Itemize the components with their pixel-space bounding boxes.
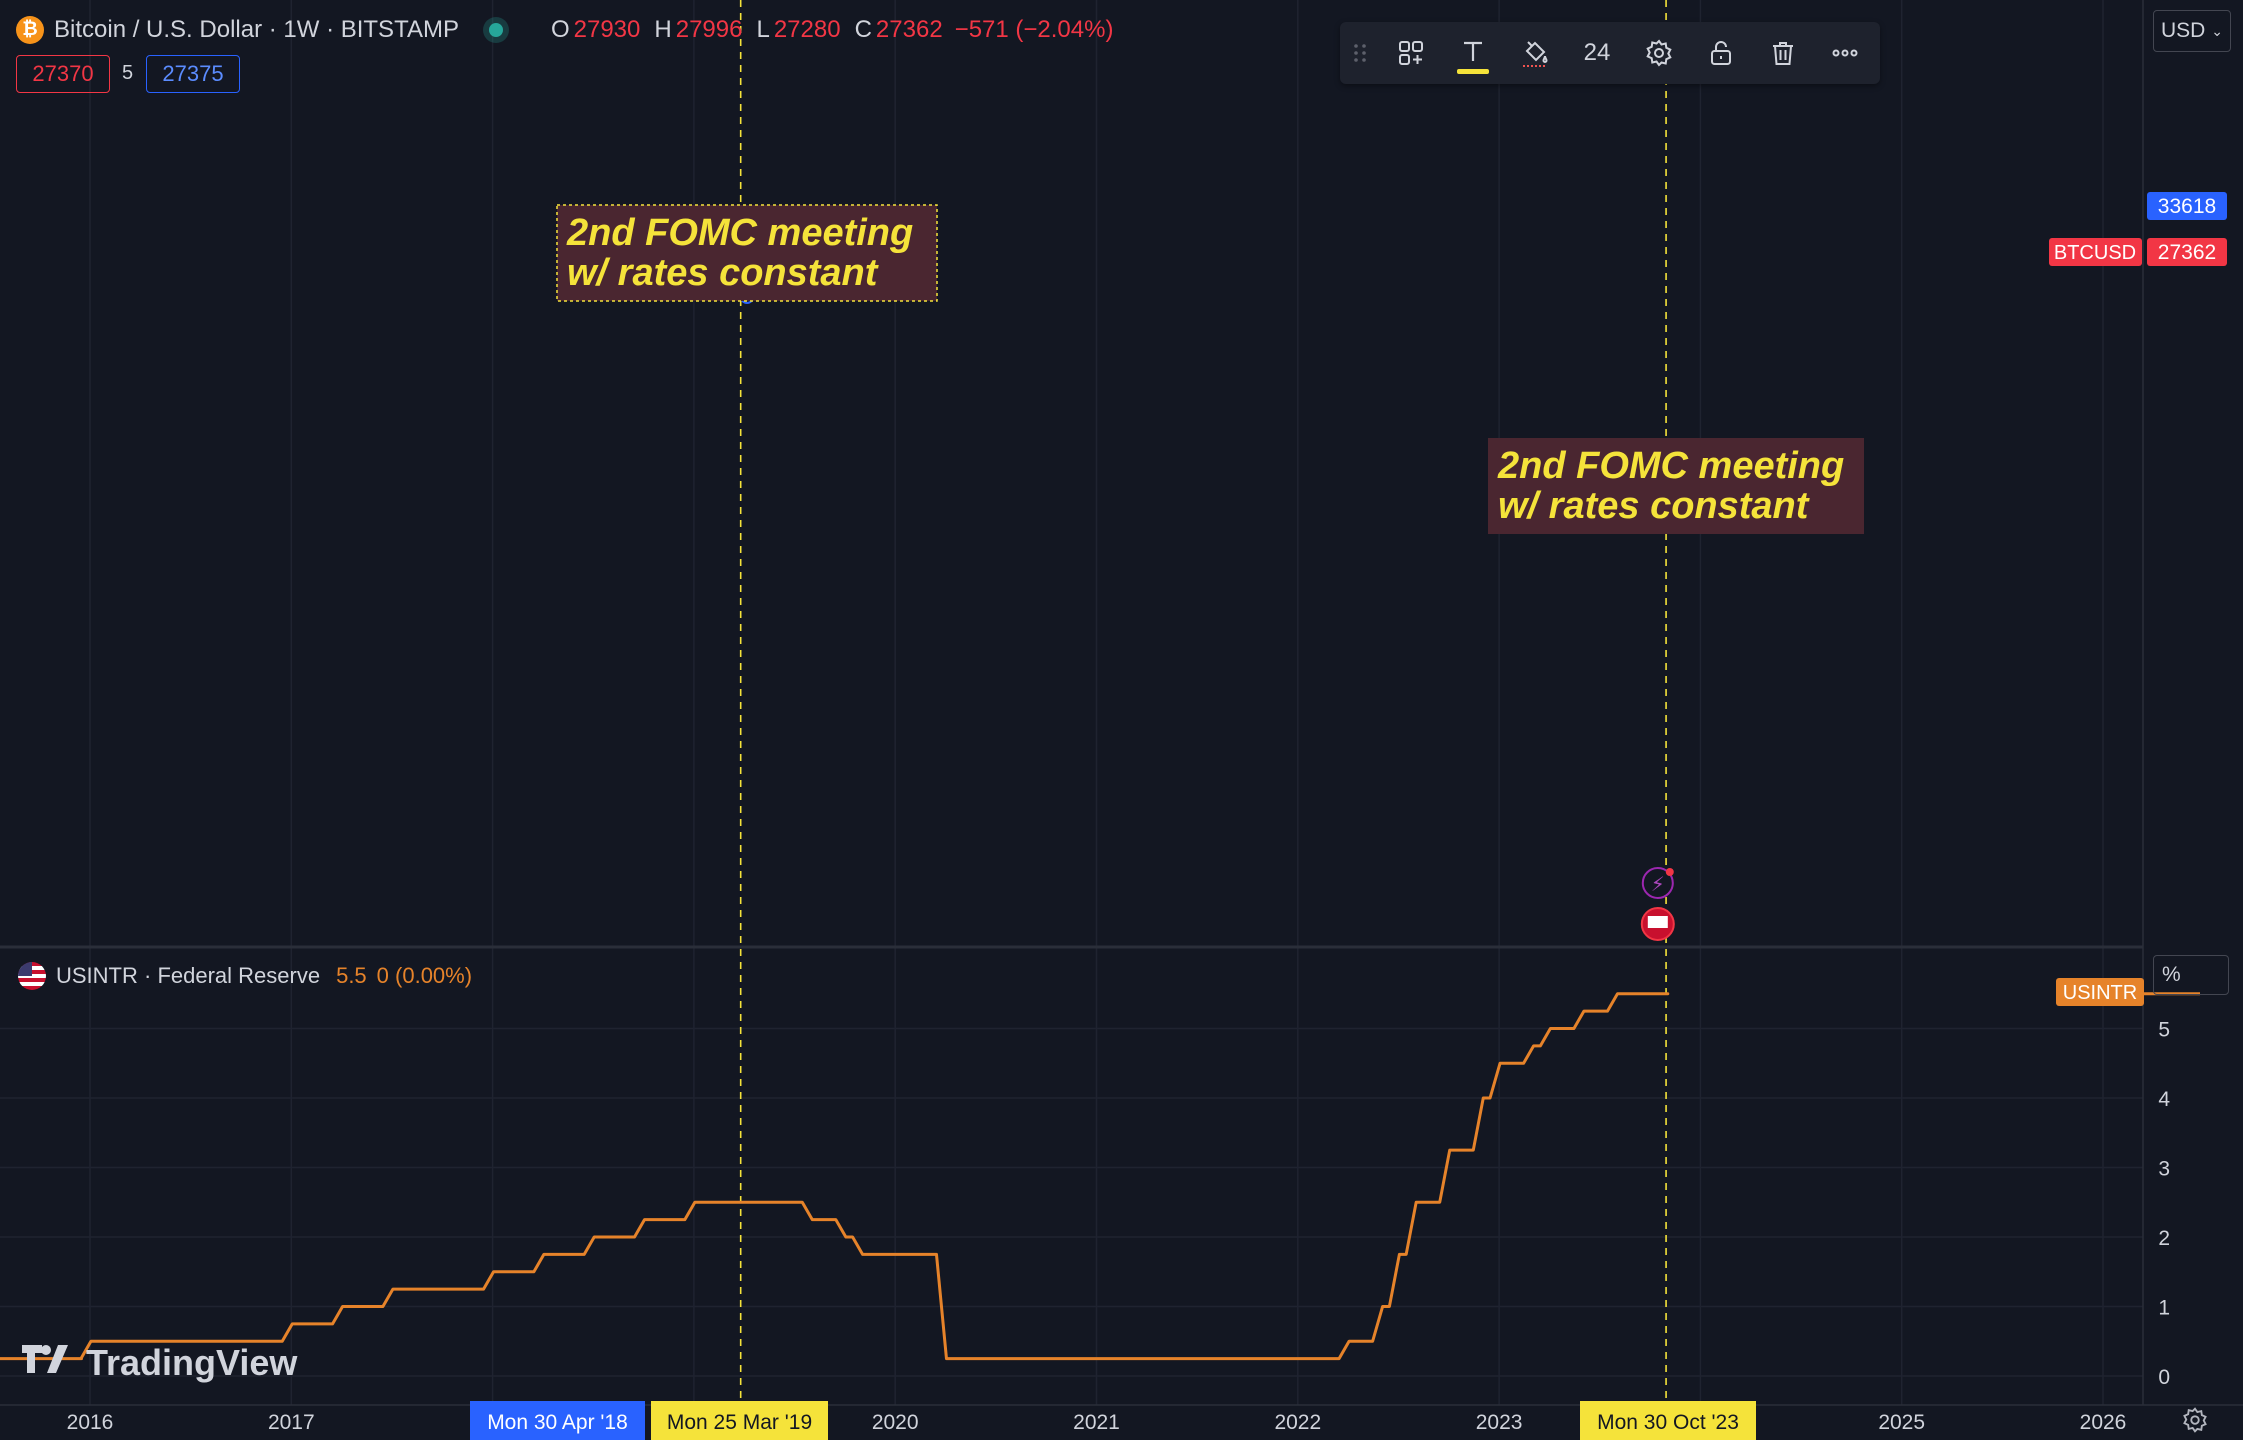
us-flag-icon — [18, 962, 46, 990]
time-tick-label: 2025 — [1878, 1411, 1925, 1434]
percent-button[interactable]: % — [2153, 955, 2229, 995]
tradingview-logo-icon — [22, 1342, 76, 1384]
time-tooltip-label: Mon 30 Apr '18 — [487, 1411, 628, 1434]
indicator-name[interactable]: USINTR · Federal Reserve — [56, 963, 321, 988]
tradingview-logo[interactable]: TradingView — [22, 1342, 297, 1384]
more-icon[interactable] — [1814, 22, 1876, 84]
spread-value: 5 — [122, 61, 134, 84]
market-status-icon — [488, 23, 503, 37]
time-tooltip-label: Mon 25 Mar '19 — [667, 1411, 812, 1434]
rate-tick-label: 4 — [2158, 1088, 2170, 1111]
font-size-button[interactable]: 24 — [1583, 39, 1611, 66]
text-color-indicator — [1457, 69, 1489, 74]
us-event-flag — [1647, 916, 1668, 928]
paint-bucket-icon[interactable] — [1504, 22, 1566, 84]
indicator-value: 5.5 — [336, 963, 367, 988]
settings-icon[interactable] — [1628, 22, 1690, 84]
high-price-badge: 33618 — [2158, 195, 2216, 218]
annotation-line2: w/ rates constant — [1498, 485, 1810, 527]
time-tick-label: 2021 — [1073, 1411, 1120, 1434]
open-label: O — [550, 16, 570, 43]
time-tick-label: 2023 — [1476, 1411, 1523, 1434]
branding-text: TradingView — [86, 1342, 298, 1383]
indicator-legend: USINTR · Federal Reserve 5.5 0 (0.00%) — [18, 960, 472, 992]
time-tick-label: 2020 — [872, 1411, 919, 1434]
time-tooltip-label: Mon 30 Oct '23 — [1597, 1411, 1739, 1434]
currency-button[interactable]: USD ⌄ — [2153, 10, 2231, 52]
close-label: C — [854, 16, 872, 43]
indicator-change: 0 (0.00%) — [376, 963, 473, 988]
indicator-badge-bg — [2056, 978, 2144, 1006]
annotation-line2: w/ rates constant — [567, 252, 879, 294]
rate-tick-label: 2 — [2158, 1227, 2170, 1250]
drawing-toolbar: 24 — [1340, 22, 1880, 84]
bitcoin-icon: ₿ — [16, 16, 44, 44]
buy-price-button[interactable]: 27375 — [146, 55, 240, 93]
symbol-title[interactable]: Bitcoin / U.S. Dollar · 1W · BITSTAMP — [54, 16, 459, 43]
rate-series — [0, 992, 2200, 1361]
chevron-down-icon: ⌄ — [2211, 22, 2224, 39]
sell-price-button[interactable]: 27370 — [16, 55, 110, 93]
high-label: H — [654, 16, 672, 43]
drag-handle-icon[interactable] — [1340, 22, 1380, 84]
currency-label: USD — [2160, 19, 2206, 42]
close-value: 27362 — [875, 16, 943, 43]
text-icon[interactable] — [1442, 22, 1504, 84]
symbol-badge-bg — [2049, 238, 2142, 266]
unlock-icon[interactable] — [1690, 22, 1752, 84]
lightning-event-icon — [1641, 867, 1674, 899]
symbol-legend: ₿ Bitcoin / U.S. Dollar · 1W · BITSTAMP … — [16, 14, 1113, 46]
annotation-line1: 2nd FOMC meeting — [566, 212, 913, 254]
rate-tick-label: 5 — [2158, 1019, 2170, 1042]
time-tooltip-bg — [651, 1401, 828, 1440]
symbol-badge: BTCUSD — [2054, 242, 2136, 264]
time-tick-label: 2026 — [2080, 1411, 2127, 1434]
annotation-line1: 2nd FOMC meeting — [1497, 445, 1844, 487]
high-value: 27996 — [675, 16, 743, 43]
trash-icon[interactable] — [1752, 22, 1814, 84]
chart-settings-icon[interactable] — [2180, 1405, 2210, 1435]
annotation-box — [556, 204, 938, 302]
lightning-glyph: ⚡ — [1651, 872, 1665, 896]
last-price-badge: 27362 — [2158, 241, 2216, 264]
indicator-badge: USINTR — [2063, 982, 2137, 1004]
annotation-box — [1488, 438, 1864, 534]
time-tick-label: 2022 — [1274, 1411, 1321, 1434]
time-tooltip-bg — [1580, 1401, 1756, 1440]
high-price-badge-bg — [2147, 192, 2227, 220]
time-tick-label: 2017 — [268, 1411, 315, 1434]
grid — [0, 0, 2144, 1405]
open-value: 27930 — [573, 16, 641, 43]
add-to-group-icon[interactable] — [1380, 22, 1442, 84]
low-value: 27280 — [773, 16, 841, 43]
time-tooltip-bg — [470, 1401, 645, 1440]
rate-tick-label: 1 — [2158, 1297, 2170, 1320]
low-label: L — [756, 16, 770, 43]
time-tick-label: 2016 — [67, 1411, 114, 1434]
last-price-badge-bg — [2147, 238, 2227, 266]
rate-tick-label: 3 — [2158, 1158, 2170, 1181]
fed-rate-line — [0, 992, 1670, 1361]
change-value: −571 (−2.04%) — [954, 16, 1114, 43]
event-alert-dot — [1665, 868, 1674, 876]
rate-tick-label: 0 — [2158, 1366, 2170, 1389]
